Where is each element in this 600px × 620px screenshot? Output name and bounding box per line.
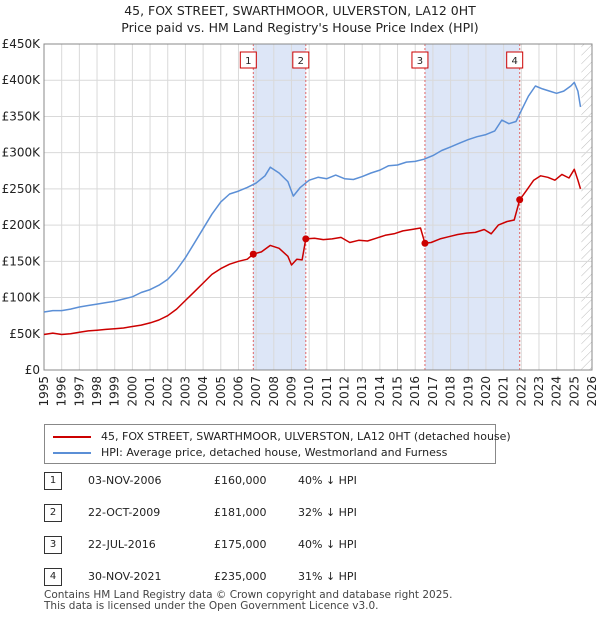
x-tick-label: 2006 bbox=[231, 376, 245, 407]
x-tick-label: 2000 bbox=[125, 376, 139, 407]
chart-subtitle: Price paid vs. HM Land Registry's House … bbox=[121, 20, 479, 35]
x-tick-label: 2026 bbox=[585, 376, 599, 407]
x-tick-label: 2005 bbox=[214, 376, 228, 407]
x-tick-label: 2013 bbox=[355, 376, 369, 407]
transaction-hpi-diff: 32% ↓ HPI bbox=[298, 506, 357, 519]
transaction-price: £235,000 bbox=[214, 570, 267, 583]
x-tick-label: 2015 bbox=[391, 376, 405, 407]
footer: Contains HM Land Registry data © Crown c… bbox=[44, 590, 452, 612]
transaction-number: 1 bbox=[44, 472, 62, 490]
transaction-label-box bbox=[239, 51, 257, 69]
y-tick-label: £300K bbox=[2, 146, 42, 160]
transaction-label: 4 bbox=[512, 56, 518, 67]
transaction-hpi-diff: 40% ↓ HPI bbox=[298, 474, 357, 487]
forecast-hatch bbox=[581, 44, 592, 370]
transaction-hpi-diff: 40% ↓ HPI bbox=[298, 538, 357, 551]
x-tick-label: 2008 bbox=[267, 376, 281, 407]
chart-title-block: 45, FOX STREET, SWARTHMOOR, ULVERSTON, L… bbox=[0, 2, 600, 36]
table-row: 1 03-NOV-2006 £160,000 40% ↓ HPI bbox=[44, 472, 444, 490]
x-tick-label: 2010 bbox=[302, 376, 316, 407]
x-tick-label: 2019 bbox=[461, 376, 475, 407]
transaction-number: 4 bbox=[44, 568, 62, 586]
y-tick-label: £400K bbox=[2, 73, 42, 87]
x-tick-label: 2001 bbox=[143, 376, 157, 407]
footer-license: This data is licensed under the Open Gov… bbox=[44, 600, 379, 612]
transaction-price: £175,000 bbox=[214, 538, 267, 551]
transaction-label-box bbox=[506, 51, 524, 69]
transaction-label: 3 bbox=[417, 56, 423, 67]
legend-item-hpi: HPI: Average price, detached house, West… bbox=[53, 445, 447, 460]
x-tick-label: 2021 bbox=[497, 376, 511, 407]
transaction-point bbox=[302, 235, 310, 243]
x-tick-label: 1999 bbox=[108, 376, 122, 407]
legend-label-property: 45, FOX STREET, SWARTHMOOR, ULVERSTON, L… bbox=[101, 430, 511, 443]
legend-label-hpi: HPI: Average price, detached house, West… bbox=[101, 446, 448, 459]
x-tick-label: 2003 bbox=[178, 376, 192, 407]
price-chart: £0 £50K £100K £150K £200K £250K £300K £350K £400… bbox=[2, 37, 599, 407]
plot-frame bbox=[43, 43, 593, 371]
highlight-band bbox=[253, 44, 306, 370]
hpi-line bbox=[43, 81, 582, 313]
x-tick-label: 2022 bbox=[514, 376, 528, 407]
transaction-number: 3 bbox=[44, 536, 62, 554]
x-tick-label: 2017 bbox=[426, 376, 440, 407]
y-tick-label: £450K bbox=[2, 37, 42, 51]
legend: 45, FOX STREET, SWARTHMOOR, ULVERSTON, L… bbox=[44, 424, 511, 464]
transaction-price: £181,000 bbox=[214, 506, 267, 519]
highlight-band bbox=[424, 44, 520, 370]
table-row: 3 22-JUL-2016 £175,000 40% ↓ HPI bbox=[44, 536, 444, 554]
transaction-label: 2 bbox=[298, 56, 304, 67]
x-tick-label: 2011 bbox=[320, 376, 334, 407]
table-row: 2 22-OCT-2009 £181,000 32% ↓ HPI bbox=[44, 504, 444, 522]
x-tick-label: 1997 bbox=[72, 376, 86, 407]
transaction-date: 22-OCT-2009 bbox=[88, 506, 161, 519]
y-tick-label: £200K bbox=[2, 218, 42, 232]
y-tick-label: £150K bbox=[2, 254, 42, 268]
x-tick-label: 2025 bbox=[567, 376, 581, 407]
transaction-price: £160,000 bbox=[214, 474, 267, 487]
y-tick-label: £0 bbox=[25, 363, 40, 377]
property-price-line bbox=[43, 168, 582, 336]
x-tick-label: 2012 bbox=[338, 376, 352, 407]
x-tick-label: 2023 bbox=[532, 376, 546, 407]
x-tick-label: 2002 bbox=[161, 376, 175, 407]
chart-title: 45, FOX STREET, SWARTHMOOR, ULVERSTON, L… bbox=[124, 3, 476, 18]
transaction-date: 30-NOV-2021 bbox=[88, 570, 162, 583]
legend-line-property bbox=[53, 436, 91, 438]
transaction-number: 2 bbox=[44, 504, 62, 522]
footer-copyright: Contains HM Land Registry data © Crown c… bbox=[44, 589, 453, 601]
transaction-point bbox=[249, 250, 257, 258]
x-tick-label: 1998 bbox=[90, 376, 104, 407]
x-tick-label: 2014 bbox=[373, 376, 387, 407]
x-tick-label: 2004 bbox=[196, 376, 210, 407]
x-tick-label: 2007 bbox=[249, 376, 263, 407]
table-row: 4 30-NOV-2021 £235,000 31% ↓ HPI bbox=[44, 568, 444, 586]
x-tick-label: 2024 bbox=[550, 376, 564, 407]
transaction-point bbox=[421, 239, 429, 247]
y-tick-label: £100K bbox=[2, 291, 42, 305]
transaction-label-box bbox=[411, 51, 429, 69]
x-tick-label: 2018 bbox=[444, 376, 458, 407]
x-tick-label: 2020 bbox=[479, 376, 493, 407]
transaction-hpi-diff: 31% ↓ HPI bbox=[298, 570, 357, 583]
x-tick-label: 2009 bbox=[284, 376, 298, 407]
transaction-date: 22-JUL-2016 bbox=[88, 538, 156, 551]
y-tick-label: £350K bbox=[2, 109, 42, 123]
x-tick-label: 1995 bbox=[37, 376, 51, 407]
transaction-point bbox=[516, 196, 524, 204]
legend-item-property: 45, FOX STREET, SWARTHMOOR, ULVERSTON, L… bbox=[53, 429, 511, 444]
transaction-date: 03-NOV-2006 bbox=[88, 474, 162, 487]
x-tick-label: 2016 bbox=[408, 376, 422, 407]
y-tick-label: £250K bbox=[2, 182, 42, 196]
transaction-label: 1 bbox=[245, 56, 251, 67]
y-tick-label: £50K bbox=[9, 327, 41, 341]
legend-line-hpi bbox=[53, 452, 91, 454]
transaction-label-box bbox=[292, 51, 310, 69]
x-tick-label: 1996 bbox=[55, 376, 69, 407]
